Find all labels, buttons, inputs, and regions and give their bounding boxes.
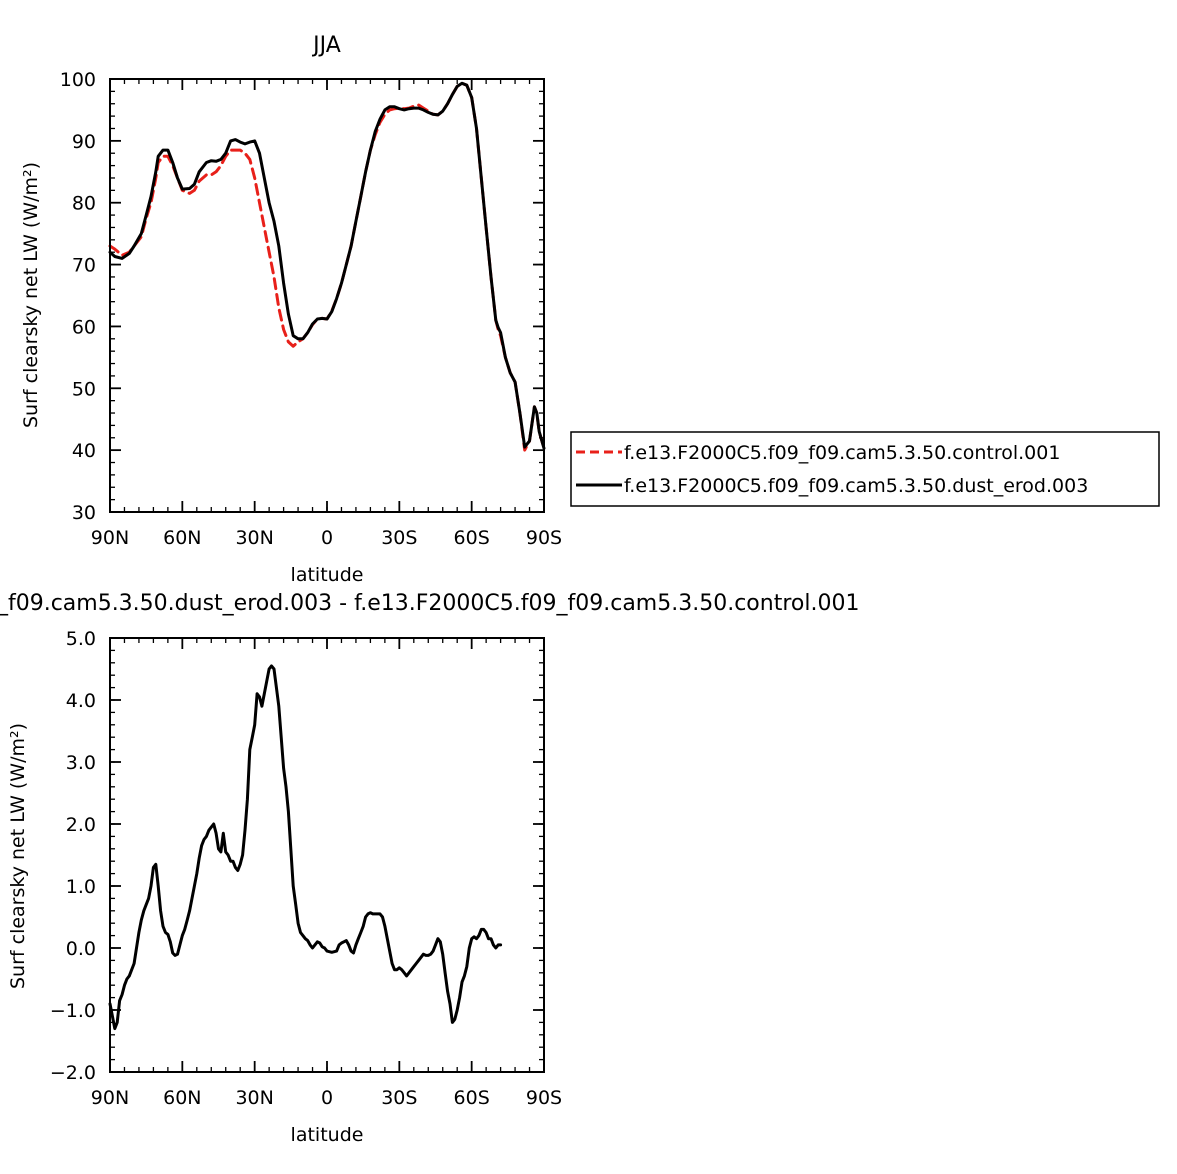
axis-ticks-bottom: 90N 60N 30N 0 30S 60S 90S −2.0 −1.0 0.0 1.0 2.0 3.0 4… [50, 628, 562, 1109]
x-tick-label: 90S [526, 527, 562, 549]
x-tick-label: 90N [91, 527, 129, 549]
plot-frame-top [109, 78, 545, 513]
x-tick-label: 60S [454, 527, 490, 549]
plot-frame-bottom [109, 637, 545, 1073]
chart-panel-top: JJA 90N 60N 30N 0 30S 60S 90S 30 40 50 60 70 80 90 100… [20, 33, 1160, 586]
y-tick-label: 80 [72, 193, 96, 215]
legend-label-control: f.e13.F2000C5.f09_f09.cam5.3.50.control.… [624, 442, 1060, 464]
y-tick-label: −2.0 [50, 1062, 96, 1084]
x-tick-label: 60N [163, 1087, 201, 1109]
chart-panel-bottom: f.e13.F2000C5.f09_f09.cam5.3.50.dust_ero… [0, 591, 859, 1146]
legend: f.e13.F2000C5.f09_f09.cam5.3.50.control.… [570, 431, 1160, 507]
y-tick-label: 4.0 [66, 690, 96, 712]
y-axis-label-bottom: Surf clearsky net LW (W/m²) [7, 723, 29, 989]
x-tick-label: 0 [321, 527, 333, 549]
y-axis-label-top: Surf clearsky net LW (W/m²) [20, 162, 42, 428]
x-tick-label: 60N [163, 527, 201, 549]
y-tick-label: 0.0 [66, 938, 96, 960]
x-tick-label: 60S [454, 1087, 490, 1109]
axis-ticks-top: 90N 60N 30N 0 30S 60S 90S 30 40 50 60 70 80 90 100 [60, 69, 562, 549]
y-tick-label: −1.0 [50, 1000, 96, 1022]
x-axis-label-top: latitude [291, 564, 364, 586]
x-tick-label: 30N [235, 1087, 273, 1109]
y-tick-label: 60 [72, 316, 96, 338]
chart-title-bottom: f.e13.F2000C5.f09_f09.cam5.3.50.dust_ero… [0, 591, 859, 616]
series-group-bottom [108, 664, 503, 1031]
y-tick-label: 1.0 [66, 876, 96, 898]
chart-title-top: JJA [311, 33, 341, 58]
x-tick-label: 0 [321, 1087, 333, 1109]
y-tick-label: 30 [72, 502, 96, 524]
y-tick-label: 3.0 [66, 752, 96, 774]
y-tick-label: 40 [72, 440, 96, 462]
top-series-line-1 [108, 81, 546, 450]
y-tick-label: 90 [72, 131, 96, 153]
x-tick-label: 30S [381, 527, 417, 549]
legend-box [570, 431, 1160, 507]
y-tick-label: 50 [72, 378, 96, 400]
y-tick-label: 70 [72, 255, 96, 277]
y-tick-label: 100 [60, 69, 96, 91]
x-tick-label: 90S [526, 1087, 562, 1109]
y-tick-label: 5.0 [66, 628, 96, 650]
x-tick-label: 90N [91, 1087, 129, 1109]
bottom-series-line-0 [108, 664, 503, 1031]
y-tick-label: 2.0 [66, 814, 96, 836]
series-group-top [108, 81, 546, 452]
x-tick-label: 30S [381, 1087, 417, 1109]
x-axis-label-bottom: latitude [291, 1124, 364, 1146]
x-tick-label: 30N [235, 527, 273, 549]
legend-label-dust: f.e13.F2000C5.f09_f09.cam5.3.50.dust_ero… [624, 475, 1088, 497]
